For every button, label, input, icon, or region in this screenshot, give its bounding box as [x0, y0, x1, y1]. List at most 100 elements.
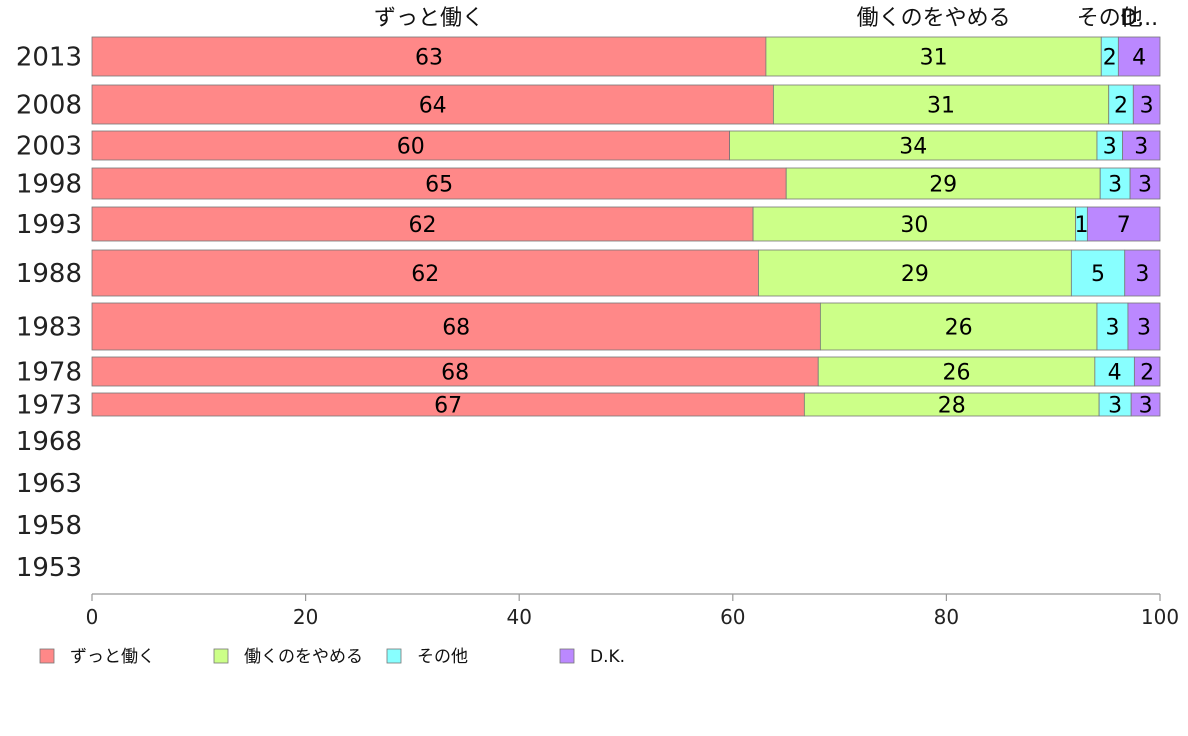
data-label-2003-0: 60: [397, 135, 425, 160]
bar-segment-1998-0: [91, 167, 787, 200]
data-label-1978-1: 26: [943, 361, 971, 386]
x-tick-label-60: 60: [720, 605, 745, 629]
bar-segment-1998-1: [785, 167, 1101, 200]
data-label-2013-0: 63: [415, 46, 443, 71]
x-tick-label-80: 80: [934, 605, 959, 629]
bar-segment-2003-0: [91, 130, 730, 161]
column-header-2: その他: [1077, 6, 1143, 31]
bar-segment-1983-3: [1127, 302, 1161, 351]
data-label-1988-3: 3: [1135, 262, 1149, 287]
y-label-1963: 1963: [16, 469, 82, 499]
data-label-2008-3: 3: [1140, 94, 1154, 119]
data-label-1998-0: 65: [425, 173, 453, 198]
bar-segment-1983-0: [91, 302, 821, 351]
bar-segment-1993-3: [1086, 206, 1161, 242]
data-label-1993-1: 30: [900, 213, 928, 238]
data-label-2003-3: 3: [1134, 135, 1148, 160]
bar-segment-1978-3: [1133, 356, 1161, 387]
bar-segment-1998-2: [1099, 167, 1131, 200]
x-axis: 0 20 40 60 80 100: [86, 593, 1179, 629]
data-label-1973-2: 3: [1108, 394, 1122, 419]
data-label-1973-1: 28: [938, 394, 966, 419]
x-tick-label-20: 20: [293, 605, 318, 629]
x-tick-label-0: 0: [86, 605, 99, 629]
y-label-2008: 2008: [16, 91, 82, 121]
bar-segment-1993-1: [752, 206, 1077, 242]
bar-segment-1978-0: [91, 356, 819, 387]
data-label-2008-2: 2: [1114, 94, 1128, 119]
data-label-2008-0: 64: [419, 94, 447, 119]
bar-segment-2013-0: [91, 36, 767, 77]
data-label-1978-3: 2: [1140, 361, 1154, 386]
legend-swatch-2: [386, 648, 402, 664]
data-label-1983-0: 68: [442, 316, 470, 341]
bar-segment-2008-0: [91, 84, 774, 125]
data-label-1998-2: 3: [1108, 173, 1122, 198]
y-label-1973: 1973: [16, 391, 82, 421]
y-label-1988: 1988: [16, 259, 82, 289]
data-label-2003-2: 3: [1103, 135, 1117, 160]
y-label-1998: 1998: [16, 170, 82, 200]
column-header-1: 働くのをやめる: [857, 6, 1011, 31]
column-headers: ずっと働く 働くのをやめる その他D...: [374, 6, 1158, 31]
legend-swatch-3: [559, 648, 575, 664]
legend-label-3: D.K.: [590, 647, 625, 667]
column-header-3: D...: [1120, 6, 1158, 31]
x-tick-label-100: 100: [1141, 605, 1179, 629]
data-label-1983-1: 26: [945, 316, 973, 341]
data-label-2013-1: 31: [920, 46, 948, 71]
data-label-2003-1: 34: [899, 135, 927, 160]
bar-segment-2008-1: [772, 84, 1110, 125]
data-label-1988-1: 29: [901, 262, 929, 287]
bar-segment-2003-3: [1122, 130, 1161, 161]
bar-segment-2008-3: [1132, 84, 1161, 125]
data-label-1993-3: 7: [1117, 213, 1131, 238]
data-label-1983-2: 3: [1105, 316, 1119, 341]
y-label-1993: 1993: [16, 210, 82, 240]
data-label-2008-1: 31: [927, 94, 955, 119]
legend-label-1: 働くのをやめる: [244, 647, 363, 667]
bar-segment-1988-1: [758, 249, 1072, 297]
bar-segment-1998-3: [1129, 167, 1161, 200]
y-label-1978: 1978: [16, 358, 82, 388]
data-label-2013-2: 2: [1103, 46, 1117, 71]
data-label-1973-3: 3: [1139, 394, 1153, 419]
bar-segment-1983-2: [1096, 302, 1129, 351]
bar-segment-1983-1: [819, 302, 1098, 351]
data-label-1988-2: 5: [1091, 262, 1105, 287]
bar-segment-2013-3: [1117, 36, 1161, 77]
data-label-1978-0: 68: [441, 361, 469, 386]
x-tick-label-40: 40: [506, 605, 531, 629]
y-label-1958: 1958: [16, 511, 82, 541]
legend-swatch-1: [213, 648, 229, 664]
bar-segment-2008-2: [1108, 84, 1134, 125]
bar-segment-2013-1: [765, 36, 1102, 77]
bar-segment-2003-1: [729, 130, 1098, 161]
bar-segment-1988-3: [1124, 249, 1161, 297]
bar-segment-1973-3: [1130, 392, 1161, 417]
data-label-1993-0: 62: [409, 213, 437, 238]
y-label-2013: 2013: [16, 43, 82, 73]
legend: ずっと働く 働くのをやめる その他 D.K.: [39, 647, 625, 667]
data-label-1978-2: 4: [1108, 361, 1122, 386]
data-label-1993-2: 1: [1075, 213, 1089, 238]
legend-label-0: ずっと働く: [70, 647, 155, 667]
data-label-1988-0: 62: [411, 262, 439, 287]
bar-segment-1988-0: [91, 249, 759, 297]
data-label-1983-3: 3: [1137, 316, 1151, 341]
data-label-2013-3: 4: [1132, 46, 1146, 71]
bar-segment-1988-2: [1070, 249, 1126, 297]
bar-segment-1978-1: [817, 356, 1096, 387]
y-label-2003: 2003: [16, 132, 82, 162]
legend-label-2: その他: [417, 647, 468, 667]
legend-swatch-0: [39, 648, 55, 664]
y-label-1983: 1983: [16, 313, 82, 343]
data-label-1998-1: 29: [929, 173, 957, 198]
y-label-1953: 1953: [16, 553, 82, 583]
bars: 63 31 2 464 31 2 360 34 3 365 29 3 362 30 1 762 29 5 368 26…: [91, 36, 1161, 419]
column-header-0: ずっと働く: [374, 6, 484, 31]
data-label-1973-0: 67: [434, 394, 462, 419]
y-label-1968: 1968: [16, 427, 82, 457]
